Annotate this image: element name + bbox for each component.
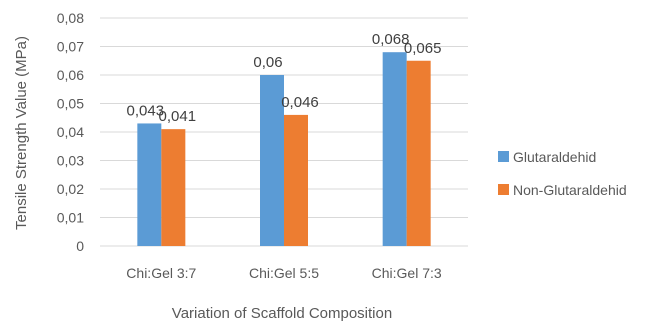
legend-swatch (498, 184, 509, 195)
legend-label: Glutaraldehid (513, 149, 596, 165)
y-axis-tick-labels: 0 0,01 0,02 0,03 0,04 0,05 0,06 0,07 0,08 (57, 10, 84, 254)
bars (137, 52, 431, 247)
bar-glutaraldehid-1 (137, 123, 162, 246)
y-tick-label: 0,06 (57, 67, 84, 83)
y-axis-title: Tensile Strength Value (MPa) (13, 36, 30, 230)
y-tick-label: 0,02 (57, 181, 84, 197)
bar-non-glutaraldehid-1 (161, 129, 186, 246)
y-tick-label: 0,01 (57, 210, 84, 226)
legend-swatch (498, 151, 509, 162)
bar-glutaraldehid-2 (260, 75, 284, 246)
y-tick-label: 0,07 (57, 39, 84, 55)
y-tick-label: 0,04 (57, 124, 84, 140)
legend-label: Non-Glutaraldehid (513, 182, 627, 198)
data-label: 0,06 (253, 54, 282, 71)
data-label: 0,065 (404, 40, 442, 57)
x-tick-label: Chi:Gel 3:7 (126, 265, 196, 281)
data-label: 0,043 (127, 102, 165, 119)
y-tick-label: 0 (76, 238, 84, 254)
data-label: 0,041 (159, 108, 197, 125)
y-tick-label: 0,05 (57, 96, 84, 112)
legend: Glutaraldehid Non-Glutaraldehid (498, 149, 627, 198)
data-label: 0,046 (281, 94, 319, 111)
y-tick-label: 0,03 (57, 153, 84, 169)
x-axis-title: Variation of Scaffold Composition (172, 305, 392, 322)
x-tick-label: Chi:Gel 7:3 (372, 265, 442, 281)
x-axis-tick-labels: Chi:Gel 3:7 Chi:Gel 5:5 Chi:Gel 7:3 (126, 265, 442, 281)
y-tick-label: 0,08 (57, 10, 84, 26)
bar-non-glutaraldehid-3 (406, 60, 431, 246)
data-label: 0,068 (372, 31, 410, 48)
bar-glutaraldehid-3 (382, 52, 407, 247)
x-tick-label: Chi:Gel 5:5 (249, 265, 319, 281)
bar-non-glutaraldehid-2 (284, 114, 308, 247)
